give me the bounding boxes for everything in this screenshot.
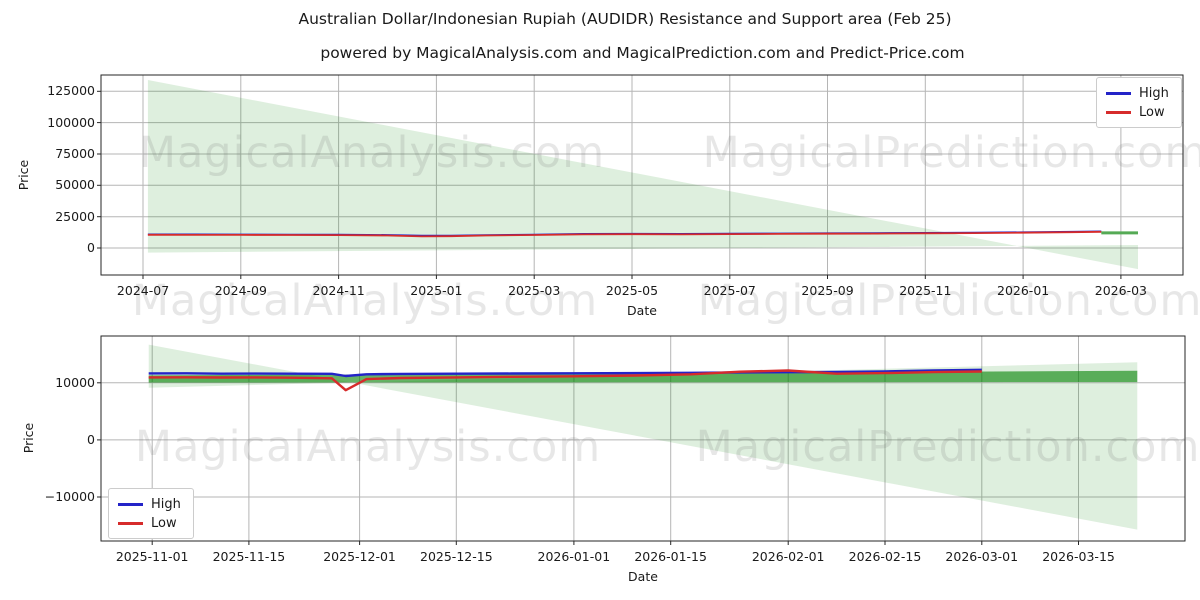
legend-item-high: High bbox=[1106, 84, 1172, 103]
y-tick-label: 0 bbox=[87, 431, 95, 447]
watermark-text: MagicalAnalysis.com bbox=[138, 128, 606, 178]
legend-item-low: Low bbox=[118, 514, 184, 533]
y-tick-label: 100000 bbox=[47, 114, 95, 130]
x-tick-label: 2026-01-15 bbox=[634, 549, 707, 564]
y-tick-label: 125000 bbox=[47, 83, 95, 99]
low-line-sample bbox=[1106, 111, 1131, 114]
y-tick-label: 10000 bbox=[55, 374, 95, 390]
watermark-text: MagicalPrediction.com bbox=[697, 276, 1200, 326]
legend-label-low: Low bbox=[1139, 105, 1165, 120]
y-tick-label: 50000 bbox=[55, 177, 95, 193]
legend-item-low: Low bbox=[1106, 103, 1172, 122]
x-tick-label: 2025-05 bbox=[605, 283, 659, 298]
chart-title: Australian Dollar/Indonesian Rupiah (AUD… bbox=[298, 10, 952, 28]
y-axis-label-top-chart: Price bbox=[16, 159, 31, 191]
x-tick-label: 2026-01 bbox=[996, 283, 1050, 298]
x-axis-label-bottom-chart: Date bbox=[628, 569, 658, 584]
x-tick-label: 2025-09 bbox=[801, 283, 854, 298]
x-tick-label: 2025-12-15 bbox=[420, 549, 493, 564]
y-tick-label: −10000 bbox=[44, 489, 95, 505]
x-tick-label: 2026-02-15 bbox=[848, 549, 922, 564]
y-axis-label-bottom-chart: Price bbox=[21, 422, 36, 454]
watermark-text: MagicalAnalysis.com bbox=[134, 422, 602, 472]
x-tick-label: 2025-01 bbox=[410, 283, 463, 298]
x-tick-label: 2025-11 bbox=[899, 283, 952, 298]
high-line-sample bbox=[118, 503, 143, 506]
x-tick-label: 2025-11-01 bbox=[115, 549, 189, 564]
y-tick-label: 25000 bbox=[55, 208, 95, 224]
x-tick-label: 2026-02-01 bbox=[751, 549, 825, 564]
x-tick-label: 2025-03 bbox=[508, 283, 561, 298]
x-tick-label: 2025-11-15 bbox=[212, 549, 286, 564]
legend-label-low: Low bbox=[151, 516, 177, 531]
chart-subtitle: powered by MagicalAnalysis.com and Magic… bbox=[320, 44, 965, 62]
legend-bottom-chart: High Low bbox=[108, 488, 194, 539]
watermark-text: MagicalPrediction.com bbox=[695, 422, 1200, 472]
x-tick-label: 2024-09 bbox=[214, 283, 267, 298]
low-line-sample bbox=[118, 522, 143, 525]
x-tick-label: 2026-01-01 bbox=[537, 549, 611, 564]
x-tick-label: 2026-03-15 bbox=[1042, 549, 1115, 564]
x-tick-label: 2026-03-01 bbox=[945, 549, 1019, 564]
legend-top-chart: High Low bbox=[1096, 77, 1182, 128]
x-tick-label: 2026-03 bbox=[1094, 283, 1148, 298]
legend-label-high: High bbox=[1139, 86, 1169, 101]
x-tick-label: 2024-11 bbox=[312, 283, 365, 298]
x-tick-label: 2025-07 bbox=[703, 283, 756, 298]
x-tick-label: 2024-07 bbox=[116, 283, 170, 298]
watermark-text: MagicalAnalysis.com bbox=[131, 276, 599, 326]
legend-label-high: High bbox=[151, 497, 181, 512]
x-axis-label-top-chart: Date bbox=[627, 303, 657, 318]
y-tick-label: 0 bbox=[87, 240, 95, 256]
legend-item-high: High bbox=[118, 495, 184, 514]
high-line-sample bbox=[1106, 92, 1131, 95]
watermark-text: MagicalPrediction.com bbox=[702, 128, 1200, 178]
y-tick-label: 75000 bbox=[55, 145, 95, 161]
x-tick-label: 2025-12-01 bbox=[323, 549, 396, 564]
